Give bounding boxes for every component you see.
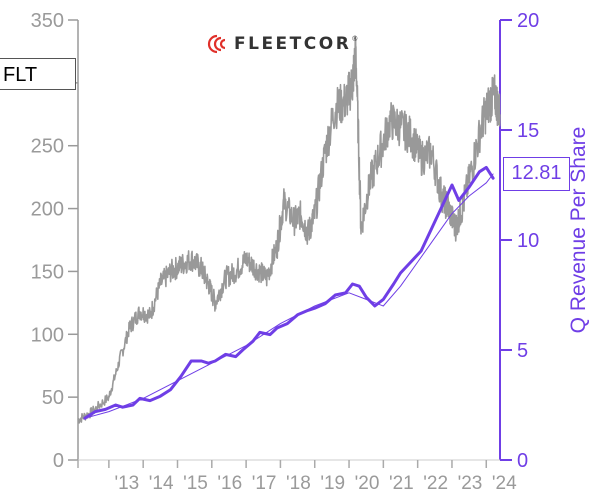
x-axis: '13 '14 '15 '16 '17 '18 '19 '20 '21 '22 '23 '24 [77, 459, 517, 494]
logo-wordmark: FLEETCOR [234, 34, 352, 54]
left-tick-label: 50 [42, 387, 64, 409]
revenue-trend-line [84, 173, 494, 419]
left-tick-label: 0 [53, 450, 64, 472]
x-tick-label: '17 [252, 473, 277, 494]
left-tick-label: 100 [31, 324, 64, 346]
x-tick-label: '16 [217, 473, 242, 494]
x-tick-label: '13 [114, 473, 139, 494]
x-tick-label: '19 [320, 473, 345, 494]
right-tick-label: 15 [517, 120, 539, 142]
right-tick-label: 10 [517, 230, 539, 252]
last-value-label: 12.81 [503, 157, 570, 191]
right-tick-label: 5 [517, 340, 528, 362]
fleetcor-logo-icon [207, 34, 226, 54]
x-tick-label: '21 [389, 473, 414, 494]
series-group [77, 35, 501, 424]
right-axis-title: Q Revenue Per Share [567, 127, 590, 334]
x-tick-label: '23 [458, 473, 483, 494]
right-tick-label: 0 [517, 450, 528, 472]
x-tick-label: '20 [355, 473, 380, 494]
ticker-label: FLT [0, 58, 76, 90]
x-tick-label: '24 [492, 473, 517, 494]
left-tick-label: 150 [31, 261, 64, 283]
x-tick-label: '22 [423, 473, 448, 494]
price-line [77, 35, 501, 424]
left-tick-label: 200 [31, 199, 64, 221]
x-tick-label: '18 [286, 473, 311, 494]
right-tick-label: 20 [517, 10, 539, 32]
x-tick-label: '15 [183, 473, 208, 494]
logo-registered-mark: ® [352, 36, 358, 43]
left-tick-label: 250 [31, 136, 64, 158]
fleetcor-logo: FLEETCOR ® [207, 32, 357, 56]
left-tick-label: 350 [31, 10, 64, 32]
revenue-per-share-line [83, 165, 495, 420]
x-tick-label: '14 [149, 473, 174, 494]
right-y-axis: 0 5 10 15 20 [499, 10, 539, 472]
